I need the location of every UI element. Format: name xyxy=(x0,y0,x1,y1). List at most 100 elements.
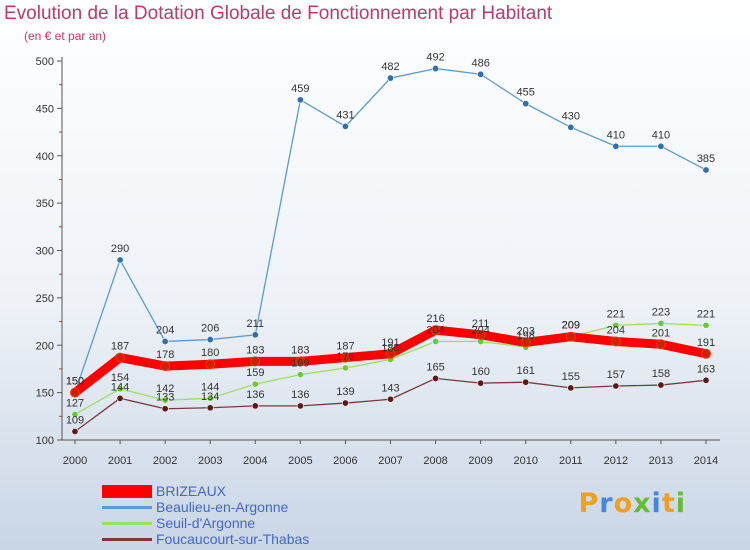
data-point-seuil xyxy=(657,319,665,327)
data-point-foucaucourt xyxy=(522,378,530,386)
data-point-foucaucourt xyxy=(567,384,575,392)
y-tick-label: 500 xyxy=(36,56,54,68)
x-tick-label: 2013 xyxy=(649,455,673,467)
data-label-beaulieu: 431 xyxy=(336,109,354,121)
data-label-beaulieu: 410 xyxy=(652,129,670,141)
data-label-brizeaux: 191 xyxy=(697,337,715,349)
data-point-brizeaux xyxy=(70,387,80,398)
data-label-foucaucourt: 136 xyxy=(246,389,264,401)
data-label-beaulieu: 290 xyxy=(111,243,129,255)
data-point-brizeaux xyxy=(610,336,621,347)
data-point-brizeaux xyxy=(475,329,486,340)
data-point-brizeaux xyxy=(250,356,261,367)
data-label-seuil: 185 xyxy=(381,342,399,354)
data-point-beaulieu xyxy=(251,331,259,339)
y-tick-label: 450 xyxy=(36,103,54,115)
data-label-foucaucourt: 134 xyxy=(201,391,219,403)
data-label-brizeaux: 150 xyxy=(66,376,84,388)
x-tick-label: 2001 xyxy=(108,455,132,467)
data-label-beaulieu: 150 xyxy=(66,376,84,388)
data-point-foucaucourt xyxy=(612,382,620,390)
data-label-seuil: 204 xyxy=(471,324,489,336)
data-point-brizeaux xyxy=(565,331,576,342)
legend-label-brizeaux: BRIZEAUX xyxy=(156,483,227,499)
data-point-brizeaux xyxy=(160,361,171,372)
legend-swatch-seuil xyxy=(102,521,152,525)
data-point-seuil xyxy=(612,321,620,329)
data-label-brizeaux: 209 xyxy=(562,320,580,332)
data-label-beaulieu: 492 xyxy=(426,52,444,64)
data-label-foucaucourt: 163 xyxy=(697,363,715,375)
data-point-brizeaux xyxy=(115,352,126,363)
data-label-beaulieu: 206 xyxy=(201,323,219,335)
data-point-beaulieu xyxy=(386,74,394,82)
data-label-foucaucourt: 143 xyxy=(381,382,399,394)
data-label-foucaucourt: 139 xyxy=(336,386,354,398)
x-tick-label: 2006 xyxy=(333,455,357,467)
x-tick-label: 2000 xyxy=(63,455,87,467)
data-label-beaulieu: 211 xyxy=(247,318,265,330)
data-label-seuil: 159 xyxy=(246,367,264,379)
x-tick-label: 2004 xyxy=(243,455,267,467)
y-tick-label: 150 xyxy=(36,388,54,400)
legend-item-foucaucourt: Foucaucourt-sur-Thabas xyxy=(102,531,309,547)
data-label-brizeaux: 187 xyxy=(336,341,354,353)
data-label-seuil: 204 xyxy=(426,324,444,336)
data-label-brizeaux: 191 xyxy=(381,337,399,349)
data-point-beaulieu xyxy=(612,142,620,150)
legend-item-seuil: Seuil-d'Argonne xyxy=(102,515,309,531)
data-label-foucaucourt: 109 xyxy=(66,414,84,426)
y-tick-label: 250 xyxy=(36,293,54,305)
data-point-brizeaux xyxy=(701,348,711,359)
data-label-seuil: 169 xyxy=(291,358,309,370)
x-tick-label: 2007 xyxy=(378,455,402,467)
chart-title: Evolution de la Dotation Globale de Fonc… xyxy=(4,3,553,24)
data-point-seuil xyxy=(71,410,79,418)
data-label-seuil: 176 xyxy=(336,351,354,363)
data-point-brizeaux xyxy=(295,356,306,367)
data-label-brizeaux: 203 xyxy=(517,325,535,337)
proxiti-logo: Proxiti xyxy=(578,488,686,519)
data-point-beaulieu xyxy=(161,337,169,345)
data-point-foucaucourt xyxy=(116,394,124,402)
data-label-seuil: 221 xyxy=(697,308,715,320)
data-point-foucaucourt xyxy=(71,427,79,435)
data-label-beaulieu: 455 xyxy=(517,87,535,99)
data-point-beaulieu xyxy=(432,65,440,73)
data-point-foucaucourt xyxy=(206,404,214,412)
data-point-beaulieu xyxy=(657,142,665,150)
x-tick-label: 2011 xyxy=(559,455,583,467)
data-point-brizeaux xyxy=(430,325,441,336)
data-label-seuil: 127 xyxy=(66,397,84,409)
data-point-seuil xyxy=(296,371,304,379)
legend-label-seuil: Seuil-d'Argonne xyxy=(156,515,256,531)
data-point-beaulieu xyxy=(341,122,349,130)
x-tick-label: 2003 xyxy=(198,455,222,467)
data-point-seuil xyxy=(341,364,349,372)
x-tick-label: 2009 xyxy=(468,455,492,467)
data-label-beaulieu: 410 xyxy=(607,129,625,141)
data-point-beaulieu xyxy=(206,336,214,344)
logo-letter: o xyxy=(613,488,634,519)
logo-letter: P xyxy=(578,488,600,519)
data-point-seuil xyxy=(116,385,124,393)
data-label-beaulieu: 459 xyxy=(291,83,309,95)
data-label-brizeaux: 183 xyxy=(291,344,309,356)
y-tick-label: 400 xyxy=(36,151,54,163)
data-label-seuil: 221 xyxy=(607,308,625,320)
data-point-seuil xyxy=(702,321,710,329)
x-tick-label: 2010 xyxy=(513,455,537,467)
data-point-brizeaux xyxy=(205,359,216,370)
logo-letter: i xyxy=(651,488,662,519)
data-label-foucaucourt: 133 xyxy=(156,392,174,404)
y-tick-label: 300 xyxy=(36,246,54,258)
data-label-seuil: 144 xyxy=(201,381,219,393)
data-label-beaulieu: 482 xyxy=(381,61,399,73)
data-label-foucaucourt: 160 xyxy=(471,366,489,378)
legend-label-beaulieu: Beaulieu-en-Argonne xyxy=(156,499,289,515)
chart-subtitle: (en € et par an) xyxy=(24,29,107,43)
data-label-foucaucourt: 157 xyxy=(607,369,625,381)
data-label-beaulieu: 385 xyxy=(697,153,715,165)
legend-swatch-beaulieu xyxy=(102,505,152,509)
